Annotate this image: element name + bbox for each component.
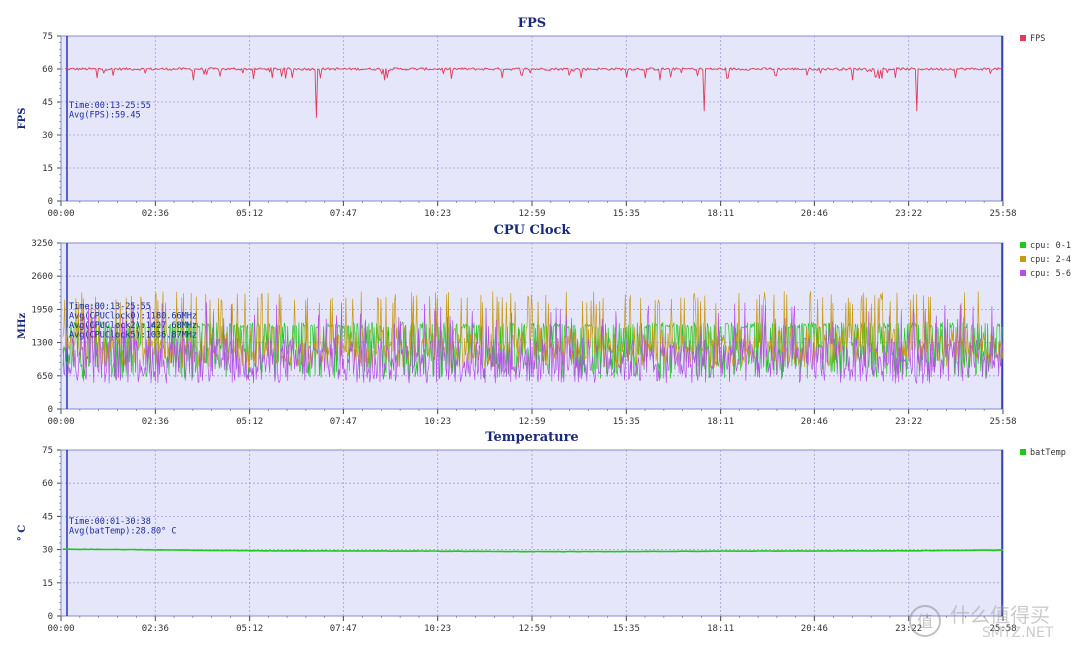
watermark-text-en: SMYZ.NET <box>982 625 1054 641</box>
cpu-x-tick-label: 20:46 <box>801 417 828 427</box>
temp-legend-label-0: batTemp <box>1030 448 1066 458</box>
cpu-series-line-1 <box>62 291 1004 369</box>
cpu-x-tick-label: 15:35 <box>613 417 640 427</box>
cpu-x-tick-label: 23:22 <box>895 417 922 427</box>
temperature-y-axis-label: ° C <box>17 525 28 541</box>
fps-series-line-0 <box>64 67 1002 118</box>
fps-chart-title: FPS <box>518 16 546 31</box>
fps-x-tick-label: 20:46 <box>801 209 828 219</box>
fps-y-tick-label: 75 <box>42 32 53 42</box>
fps-x-tick-label: 23:22 <box>895 209 922 219</box>
watermark-glyph: 值 <box>917 612 933 631</box>
cpu-legend-label-2: cpu: 5-6 <box>1030 269 1071 279</box>
fps-x-tick-label: 07:47 <box>330 209 357 219</box>
cpu-stats-annotation-line: Avg(CPUClock5):1036.87MHz <box>69 331 197 341</box>
temp-x-tick-label: 12:59 <box>518 624 545 634</box>
fps-legend-swatch-0 <box>1020 35 1026 41</box>
temp-x-tick-label: 07:47 <box>330 624 357 634</box>
fps-y-tick-label: 30 <box>42 131 53 141</box>
fps-x-tick-label: 02:36 <box>142 209 169 219</box>
temp-x-tick-label: 25:58 <box>989 624 1016 634</box>
cpu-x-tick-label: 00:00 <box>47 417 74 427</box>
cpu-legend-swatch-2 <box>1020 270 1026 276</box>
cpu-x-tick-label: 02:36 <box>142 417 169 427</box>
cpu-clock-chart: CPU Clock MHz 3250 2600 1950 1300 650 0 00:00 0… <box>17 223 1071 427</box>
cpu-x-tick-label: 18:11 <box>707 417 734 427</box>
temp-x-tick-label: 15:35 <box>613 624 640 634</box>
cpu-x-tick-label: 10:23 <box>424 417 451 427</box>
fps-x-tick-label: 15:35 <box>613 209 640 219</box>
cpu-y-tick-label: 650 <box>37 372 53 382</box>
temp-x-tick-label: 10:23 <box>424 624 451 634</box>
cpu-series-line-2 <box>62 302 1004 384</box>
temp-x-tick-label: 02:36 <box>142 624 169 634</box>
cpu-clock-chart-title: CPU Clock <box>494 223 572 238</box>
temp-legend-swatch-0 <box>1020 449 1026 455</box>
watermark-circle-icon <box>909 605 941 637</box>
temp-y-tick-label: 60 <box>42 479 53 489</box>
cpu-y-tick-label: 1950 <box>31 305 53 315</box>
temp-series-line-0 <box>63 548 1004 553</box>
fps-y-tick-label: 60 <box>42 65 53 75</box>
cpu-legend-swatch-0 <box>1020 242 1026 248</box>
cpu-clock-y-axis-label: MHz <box>17 313 28 340</box>
temp-stats-annotation-line: Time:00:01-30:38 <box>69 517 151 527</box>
cpu-legend-label-0: cpu: 0-1 <box>1030 241 1071 251</box>
fps-x-tick-label: 05:12 <box>236 209 263 219</box>
cpu-x-tick-label: 07:47 <box>330 417 357 427</box>
fps-legend-label-0: FPS <box>1030 34 1045 44</box>
temp-x-tick-label: 23:22 <box>895 624 922 634</box>
fps-x-tick-label: 18:11 <box>707 209 734 219</box>
temp-y-tick-label: 45 <box>42 512 53 522</box>
cpu-legend-swatch-1 <box>1020 256 1026 262</box>
cpu-stats-annotation-line: Avg(CPUClock0):1180.66MHz <box>69 312 197 322</box>
temp-stats-annotation-line: Avg(batTemp):28.80° C <box>69 527 176 537</box>
watermark-text-cn: 什么值得买 <box>950 603 1050 627</box>
watermark-logo: 值 什么值得买 SMYZ.NET <box>909 603 1054 641</box>
temp-y-tick-label: 30 <box>42 546 53 556</box>
fps-y-tick-label: 45 <box>42 98 53 108</box>
fps-chart: FPS FPS 75 60 45 30 15 0 00:00 02:36 05:12 07:47 1… <box>17 16 1045 219</box>
fps-y-axis-label: FPS <box>17 108 28 130</box>
cpu-stats-annotation-line: Avg(CPUClock2):1427.68MHz <box>69 321 197 331</box>
temperature-chart: Temperature ° C 75 60 45 30 15 0 00:00 02:36 05:… <box>17 430 1066 634</box>
temp-x-tick-label: 05:12 <box>236 624 263 634</box>
fps-stats-annotation-line: Time:00:13-25:55 <box>69 101 151 111</box>
fps-x-tick-label: 25:58 <box>989 209 1016 219</box>
fps-x-tick-label: 00:00 <box>47 209 74 219</box>
cpu-x-tick-label: 25:58 <box>989 417 1016 427</box>
cpu-x-tick-label: 05:12 <box>236 417 263 427</box>
temp-y-tick-label: 75 <box>42 446 53 456</box>
temp-x-tick-label: 00:00 <box>47 624 74 634</box>
fps-stats-annotation-line: Avg(FPS):59.45 <box>69 111 141 121</box>
fps-y-tick-label: 15 <box>42 164 53 174</box>
fps-x-tick-label: 12:59 <box>518 209 545 219</box>
cpu-y-tick-label: 1300 <box>31 339 53 349</box>
temp-y-tick-label: 15 <box>42 579 53 589</box>
fps-y-tick-label: 0 <box>48 197 53 207</box>
fps-x-tick-label: 10:23 <box>424 209 451 219</box>
cpu-stats-annotation-line: Time:00:13-25:55 <box>69 302 151 312</box>
cpu-y-tick-label: 3250 <box>31 239 53 249</box>
cpu-y-tick-label: 2600 <box>31 272 53 282</box>
temp-y-tick-label: 0 <box>48 612 53 622</box>
temperature-chart-title: Temperature <box>485 430 578 445</box>
cpu-legend-label-1: cpu: 2-4 <box>1030 255 1071 265</box>
temp-x-tick-label: 20:46 <box>801 624 828 634</box>
cpu-x-tick-label: 12:59 <box>518 417 545 427</box>
temp-x-tick-label: 18:11 <box>707 624 734 634</box>
cpu-y-tick-label: 0 <box>48 405 53 415</box>
